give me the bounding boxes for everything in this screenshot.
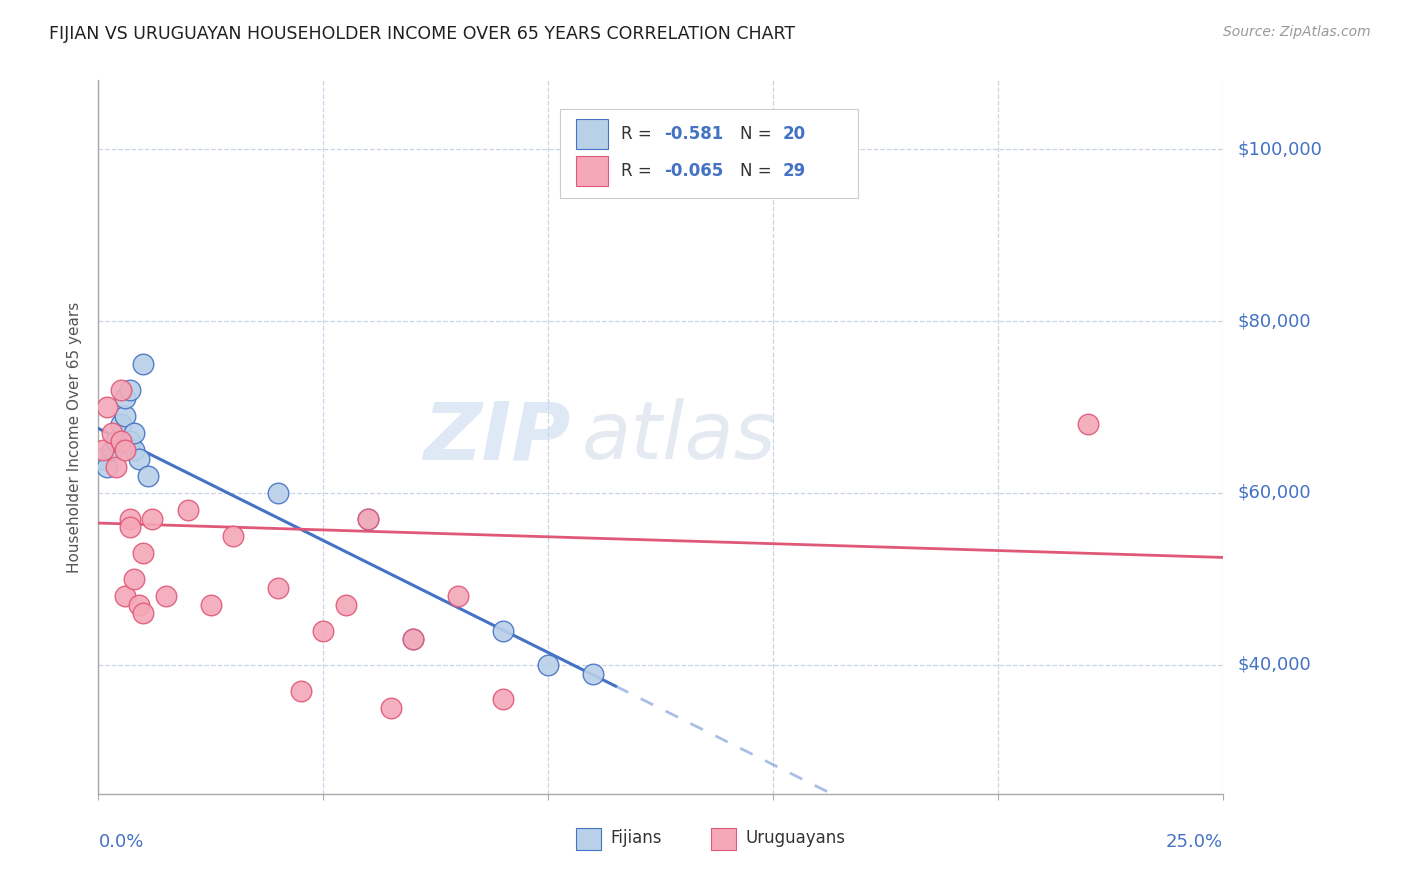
Point: [537, 657, 560, 672]
Text: -0.065: -0.065: [664, 162, 724, 180]
Point: [114, 442, 136, 457]
Point: [492, 692, 515, 706]
Point: [357, 512, 380, 526]
Point: [114, 409, 136, 423]
Point: [118, 520, 141, 534]
Point: [402, 632, 425, 647]
Point: [118, 512, 141, 526]
Point: [124, 572, 146, 586]
Point: [118, 383, 141, 397]
Text: -0.581: -0.581: [664, 125, 724, 143]
FancyBboxPatch shape: [576, 156, 607, 186]
Point: [96, 400, 118, 414]
Text: R =: R =: [621, 162, 658, 180]
Point: [110, 383, 132, 397]
Point: [101, 442, 124, 457]
Point: [222, 529, 245, 543]
Text: $60,000: $60,000: [1237, 484, 1310, 502]
Text: Fijians: Fijians: [610, 830, 662, 847]
Point: [267, 486, 290, 500]
Point: [200, 598, 222, 612]
Point: [124, 442, 146, 457]
FancyBboxPatch shape: [560, 109, 858, 198]
Y-axis label: Householder Income Over 65 years: Householder Income Over 65 years: [67, 301, 83, 573]
Point: [141, 512, 163, 526]
Point: [118, 434, 141, 449]
Point: [91, 442, 114, 457]
Text: R =: R =: [621, 125, 658, 143]
Text: 20: 20: [782, 125, 806, 143]
Point: [380, 701, 402, 715]
Text: 0.0%: 0.0%: [98, 833, 143, 851]
Text: ZIP: ZIP: [423, 398, 571, 476]
Point: [132, 607, 155, 621]
Text: $80,000: $80,000: [1237, 312, 1310, 330]
Point: [447, 589, 470, 603]
Text: Uruguayans: Uruguayans: [745, 830, 845, 847]
Point: [114, 392, 136, 406]
Point: [335, 598, 357, 612]
Text: $40,000: $40,000: [1237, 656, 1310, 674]
Text: $100,000: $100,000: [1237, 140, 1322, 158]
Point: [492, 624, 515, 638]
Point: [582, 666, 605, 681]
Point: [128, 451, 150, 466]
Point: [110, 434, 132, 449]
FancyBboxPatch shape: [711, 828, 737, 849]
Text: Source: ZipAtlas.com: Source: ZipAtlas.com: [1223, 25, 1371, 39]
Point: [132, 357, 155, 371]
Point: [290, 683, 312, 698]
Point: [1077, 417, 1099, 432]
Text: 25.0%: 25.0%: [1166, 833, 1223, 851]
Point: [124, 425, 146, 440]
Text: N =: N =: [740, 125, 776, 143]
Point: [101, 425, 124, 440]
Text: atlas: atlas: [582, 398, 778, 476]
Point: [136, 468, 159, 483]
Point: [132, 546, 155, 560]
Point: [110, 417, 132, 432]
Point: [114, 589, 136, 603]
Point: [357, 512, 380, 526]
Point: [312, 624, 335, 638]
FancyBboxPatch shape: [576, 828, 602, 849]
Point: [105, 434, 128, 449]
Text: N =: N =: [740, 162, 776, 180]
Point: [96, 460, 118, 475]
Point: [402, 632, 425, 647]
Point: [105, 460, 128, 475]
FancyBboxPatch shape: [576, 119, 607, 149]
Point: [267, 581, 290, 595]
Point: [155, 589, 177, 603]
Point: [91, 451, 114, 466]
Text: 29: 29: [782, 162, 806, 180]
Text: FIJIAN VS URUGUAYAN HOUSEHOLDER INCOME OVER 65 YEARS CORRELATION CHART: FIJIAN VS URUGUAYAN HOUSEHOLDER INCOME O…: [49, 25, 796, 43]
Point: [177, 503, 200, 517]
Point: [128, 598, 150, 612]
